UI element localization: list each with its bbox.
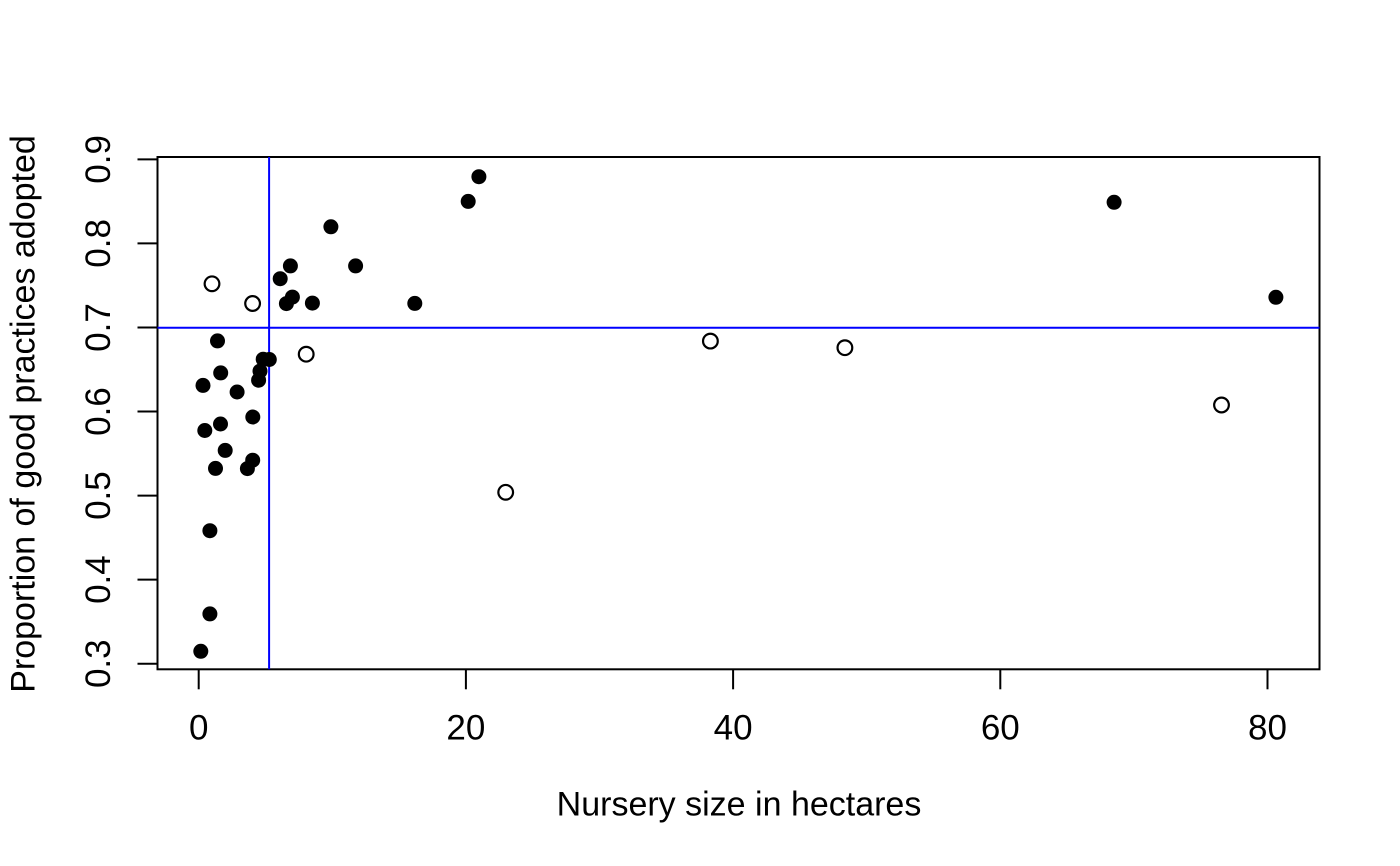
- svg-text:0.8: 0.8: [79, 219, 118, 268]
- svg-text:0.5: 0.5: [79, 471, 118, 520]
- svg-text:80: 80: [1248, 709, 1287, 748]
- svg-text:0.6: 0.6: [79, 387, 118, 436]
- svg-text:0.7: 0.7: [79, 303, 118, 352]
- svg-text:0.3: 0.3: [79, 639, 118, 688]
- svg-text:0: 0: [189, 709, 208, 748]
- svg-text:60: 60: [981, 709, 1020, 748]
- svg-text:Nursery size in hectares: Nursery size in hectares: [557, 786, 922, 824]
- svg-text:0.9: 0.9: [79, 135, 118, 184]
- svg-text:20: 20: [446, 709, 485, 748]
- svg-text:Proportion of good practices a: Proportion of good practices adopted: [5, 135, 43, 693]
- svg-text:0.4: 0.4: [79, 555, 118, 604]
- svg-text:40: 40: [714, 709, 753, 748]
